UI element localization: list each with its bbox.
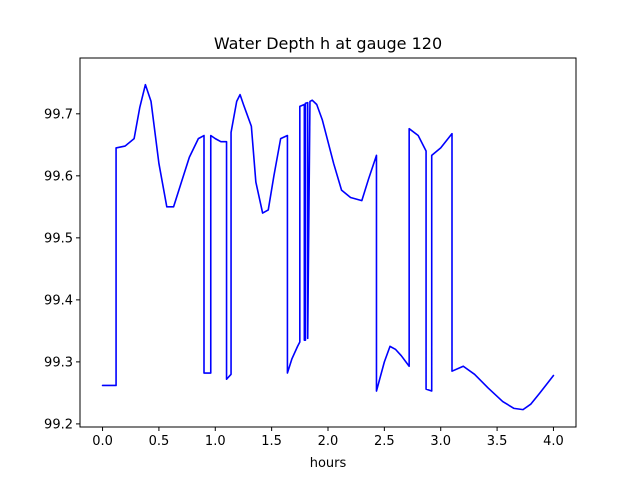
plot-frame	[79, 57, 577, 428]
plot-area	[101, 83, 555, 411]
y-tick-label: 99.3	[44, 355, 73, 370]
x-tick-label: 0.0	[92, 434, 113, 449]
x-tick-label: 3.5	[487, 434, 508, 449]
series-line	[101, 83, 555, 411]
x-tick-label: 1.0	[205, 434, 226, 449]
x-axis: 0.0 0.5 1.0 1.5 2.0 2.5 3.0 3.5 4.0	[92, 427, 564, 449]
x-tick-label: 2.0	[318, 434, 339, 449]
x-tick-label: 2.5	[374, 434, 395, 449]
x-tick-label: 3.0	[430, 434, 451, 449]
y-tick-label: 99.4	[44, 293, 73, 308]
y-tick-label: 99.2	[44, 417, 73, 432]
x-axis-label: hours	[310, 456, 347, 471]
y-tick-label: 99.5	[44, 231, 73, 246]
x-tick-label: 1.5	[261, 434, 282, 449]
y-tick-label: 99.7	[44, 107, 73, 122]
y-tick-label: 99.6	[44, 169, 73, 184]
y-axis: 99.2 99.3 99.4 99.5 99.6 99.7	[44, 107, 80, 432]
x-tick-label: 0.5	[149, 434, 170, 449]
x-tick-label: 4.0	[543, 434, 564, 449]
chart-title: Water Depth h at gauge 120	[214, 34, 442, 53]
